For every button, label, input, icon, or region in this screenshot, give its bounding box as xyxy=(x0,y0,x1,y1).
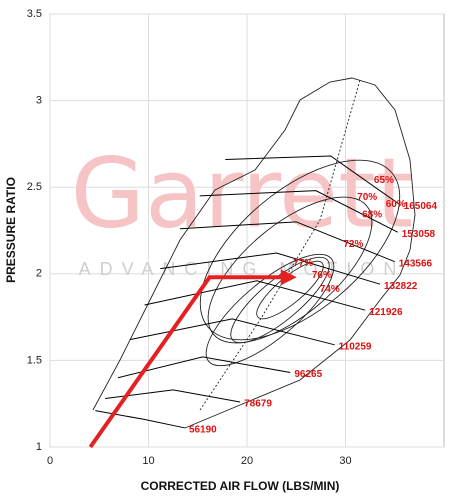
y-tick-label: 3 xyxy=(36,95,42,107)
x-axis-title: CORRECTED AIR FLOW (LBS/MIN) xyxy=(141,479,340,493)
speed-line-label: 143566 xyxy=(399,258,433,269)
y-tick-label: 1 xyxy=(36,441,42,453)
efficiency-label: 68% xyxy=(362,210,382,221)
map-boundary xyxy=(92,77,416,429)
y-tick-label: 2 xyxy=(36,268,42,280)
efficiency-island xyxy=(205,253,335,367)
speed-line xyxy=(95,410,186,429)
plot: 56190 78679 96265 110259 121926 132822 143566 1… xyxy=(88,155,438,449)
efficiency-label: 77% xyxy=(293,258,313,269)
efficiency-label: 72% xyxy=(343,239,363,250)
x-tick-label: 30 xyxy=(339,455,351,467)
speed-line-label: 110259 xyxy=(339,341,372,352)
speed-line xyxy=(225,155,400,205)
peak-efficiency-line xyxy=(199,79,361,411)
y-axis-title: PRESSURE RATIO xyxy=(4,177,18,283)
speed-line xyxy=(179,221,395,263)
watermark-tagline: ADVANCING MOTION xyxy=(79,259,406,279)
speed-line xyxy=(199,190,398,233)
efficiency-island xyxy=(230,256,330,344)
grid: 1 1.5 2 2.5 3 3.5 0 10 20 30 xyxy=(27,8,445,467)
speed-line-label: 153058 xyxy=(402,229,436,240)
efficiency-label: 60% xyxy=(386,199,406,210)
x-tick-label: 20 xyxy=(241,455,253,467)
efficiency-label: 76% xyxy=(312,270,332,281)
map-outline xyxy=(92,77,416,429)
x-tick-label: 0 xyxy=(47,455,53,467)
speed-line-label: 78679 xyxy=(244,399,272,410)
y-tick-label: 3.5 xyxy=(27,8,42,20)
y-tick-label: 1.5 xyxy=(27,354,42,366)
watermark: Garrett xyxy=(71,137,414,249)
efficiency-island xyxy=(199,159,401,341)
speed-line-label: 132822 xyxy=(384,281,418,292)
speed-line xyxy=(160,252,381,285)
efficiency-island xyxy=(207,196,373,344)
speed-line xyxy=(129,318,335,346)
efficiency-label: 65% xyxy=(374,175,394,186)
efficiency-label: 74% xyxy=(320,284,340,295)
x-tick-label: 10 xyxy=(142,455,154,467)
speed-line-label: 165064 xyxy=(404,201,438,212)
efficiency-label: 70% xyxy=(357,192,377,203)
operating-line xyxy=(88,269,297,449)
speed-line-label: 96265 xyxy=(294,369,322,380)
y-tick-label: 2.5 xyxy=(27,181,42,193)
speed-line-label: 121926 xyxy=(369,307,403,318)
speed-line-label: 56190 xyxy=(189,425,217,436)
speed-line xyxy=(144,280,366,311)
